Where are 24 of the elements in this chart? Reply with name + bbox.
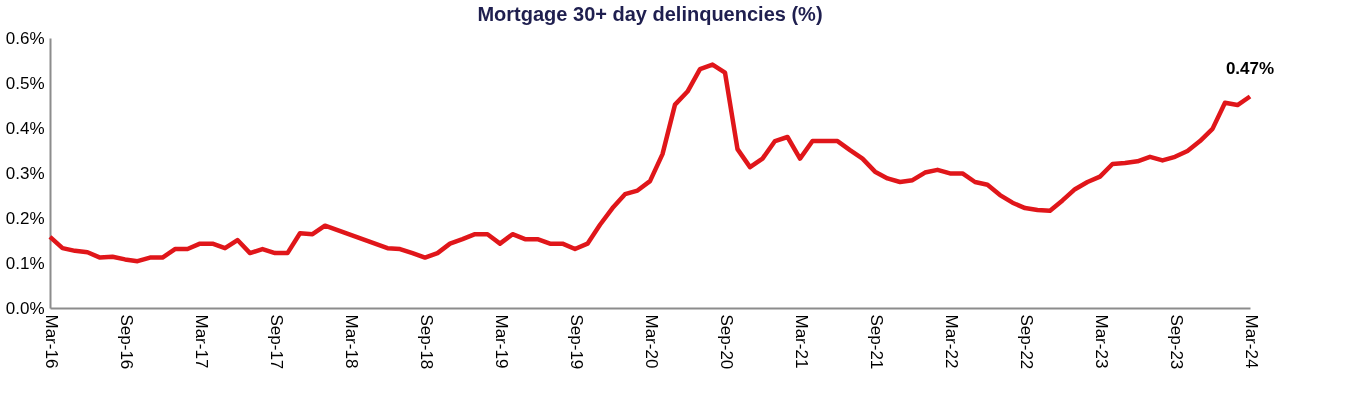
x-tick-label: Mar-17 [191, 314, 211, 369]
x-tick-label: Mar-24 [1241, 314, 1261, 369]
x-tick-label: Sep-16 [116, 314, 136, 370]
x-tick-label: Sep-19 [566, 314, 586, 370]
y-tick-label: 0.2% [5, 208, 45, 228]
x-tick-label: Sep-22 [1016, 314, 1036, 370]
x-tick-label: Sep-17 [266, 314, 286, 370]
x-tick-label: Sep-18 [416, 314, 436, 370]
y-tick-label: 0.4% [5, 118, 45, 138]
y-tick-label: 0.1% [5, 253, 45, 273]
annotation: 0.47% [1225, 58, 1275, 78]
x-tick-label: Sep-21 [866, 314, 886, 370]
y-tick-label: 0.6% [5, 28, 45, 48]
x-tick-label: Mar-21 [791, 314, 811, 369]
x-tick-label: Mar-22 [941, 314, 961, 369]
y-tick-label: 0.5% [5, 73, 45, 93]
x-tick-label: Sep-20 [716, 314, 736, 370]
y-tick-label: 0.3% [5, 163, 45, 183]
x-tick-label: Mar-19 [491, 314, 511, 369]
x-tick-label: Sep-23 [1166, 314, 1186, 370]
x-tick-label: Mar-23 [1091, 314, 1111, 369]
x-tick-label: Mar-18 [341, 314, 361, 369]
x-tick-label: Mar-20 [641, 314, 661, 369]
chart-title: Mortgage 30+ day delinquencies (%) [477, 3, 823, 25]
